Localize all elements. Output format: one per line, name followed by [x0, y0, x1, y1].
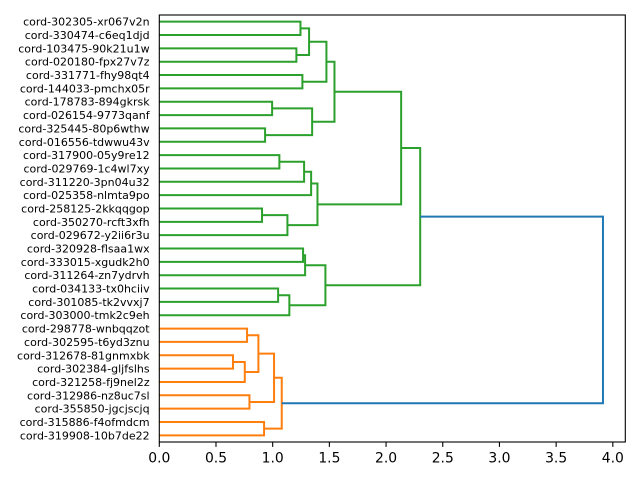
leaf-label: cord-325445-80p6wthw: [18, 122, 149, 135]
dendrogram-link: [159, 214, 289, 237]
dendrogram-link: [159, 360, 246, 383]
dendrogram-link: [159, 127, 267, 143]
x-tick-label: 0.5: [205, 450, 227, 466]
dendrogram-link: [159, 354, 234, 370]
leaf-label: cord-258125-2kkqqgop: [21, 202, 149, 215]
dendrogram-link: [159, 394, 251, 410]
dendrogram-link: [264, 376, 283, 430]
dendrogram-link: [281, 215, 604, 405]
dendrogram-link: [159, 20, 302, 37]
leaf-label: cord-315886-f4ofmdcm: [20, 416, 150, 429]
leaf-label: cord-333015-xgudk2h0: [21, 256, 150, 269]
dendrogram-link: [325, 147, 422, 287]
dendrogram-link: [159, 170, 313, 197]
dendrogram-link: [159, 287, 280, 303]
leaf-label: cord-025358-nlmta9po: [23, 189, 150, 202]
dendrogram-link: [302, 40, 328, 83]
dendrogram-link: [159, 327, 249, 343]
leaf-label: cord-317900-05y9re12: [23, 149, 150, 162]
leaf-label: cord-350270-rcft3xfh: [33, 216, 150, 229]
dendrogram-link: [296, 27, 311, 57]
dendrogram-link: [159, 294, 291, 317]
leaf-label: cord-311220-3pn04u32: [20, 176, 150, 189]
dendrogram-link: [159, 247, 305, 263]
x-axis: 0.0 0.5 1.0 1.5 2.0 2.5 3.0 3.5 4.0: [148, 442, 624, 466]
leaf-label: cord-302595-t6yd3znu: [24, 336, 150, 349]
dendrogram-link: [287, 182, 319, 227]
dendrogram-link: [289, 264, 327, 307]
dendrogram-link: [159, 254, 307, 277]
leaf-label: cord-029672-y2ii6r3u: [31, 229, 150, 242]
leaf-label: cord-029769-1c4wl7xy: [23, 162, 150, 175]
dendrogram-link: [159, 100, 274, 117]
leaf-label: cord-331771-fhy98qt4: [26, 69, 150, 82]
leaf-label: cord-016556-tdwwu43v: [19, 136, 150, 149]
x-tick-label: 2.0: [375, 450, 397, 466]
x-tick-label: 3.5: [545, 450, 567, 466]
leaf-label: cord-311264-zn7ydrvh: [24, 269, 149, 282]
leaf-label: cord-355850-jgcjscjq: [35, 403, 150, 416]
dendrogram-link: [159, 420, 266, 437]
x-tick-label: 3.0: [488, 450, 510, 466]
leaf-label: cord-312986-nz8uc7sl: [27, 389, 150, 402]
x-tick-label: 2.5: [432, 450, 454, 466]
leaf-label: cord-312678-81gnmxbk: [17, 349, 150, 362]
leaf-label: cord-026154-9773qanf: [23, 109, 151, 122]
leaf-label: cord-144033-pmchx05r: [20, 82, 150, 95]
leaf-label: cord-330474-c6eq1djd: [25, 29, 150, 42]
dendrogram-link: [159, 160, 306, 183]
x-tick-label: 4.0: [602, 450, 624, 466]
leaf-label: cord-320928-flsaa1wx: [27, 243, 150, 256]
dendrogram-link: [159, 74, 304, 90]
dendrogram-links: [159, 20, 604, 437]
leaf-label: cord-303000-tmk2c9eh: [20, 309, 149, 322]
leaf-label: cord-302384-gljfslhs: [37, 363, 150, 376]
leaf-label: cord-020180-fpx27v7z: [25, 56, 150, 69]
leaf-label: cord-319908-10b7de22: [20, 429, 150, 442]
leaf-label: cord-302305-xr067v2n: [23, 16, 150, 29]
dendrogram-link: [159, 47, 298, 63]
x-tick-label: 1.5: [318, 450, 340, 466]
dendrogram-link: [312, 60, 336, 123]
dendrogram-link: [249, 352, 276, 403]
x-tick-label: 0.0: [148, 450, 170, 466]
leaf-label: cord-321258-fj9nel2z: [32, 376, 150, 389]
leaf-label: cord-298778-wnbqqzot: [22, 323, 150, 336]
dendrogram-link: [159, 154, 281, 170]
plot-frame: [158, 14, 626, 443]
leaf-label: cord-178783-894gkrsk: [25, 96, 151, 109]
leaf-label: cord-034133-tx0hciiv: [32, 283, 150, 296]
leaf-label: cord-301085-tk2vvxj7: [28, 296, 149, 309]
x-tick-label: 1.0: [262, 450, 284, 466]
dendrogram-link: [159, 207, 264, 223]
leaf-labels: cord-302305-xr067v2ncord-330474-c6eq1djd…: [17, 16, 151, 443]
leaf-label: cord-103475-90k21u1w: [18, 42, 149, 55]
dendrogram-link: [317, 90, 403, 206]
